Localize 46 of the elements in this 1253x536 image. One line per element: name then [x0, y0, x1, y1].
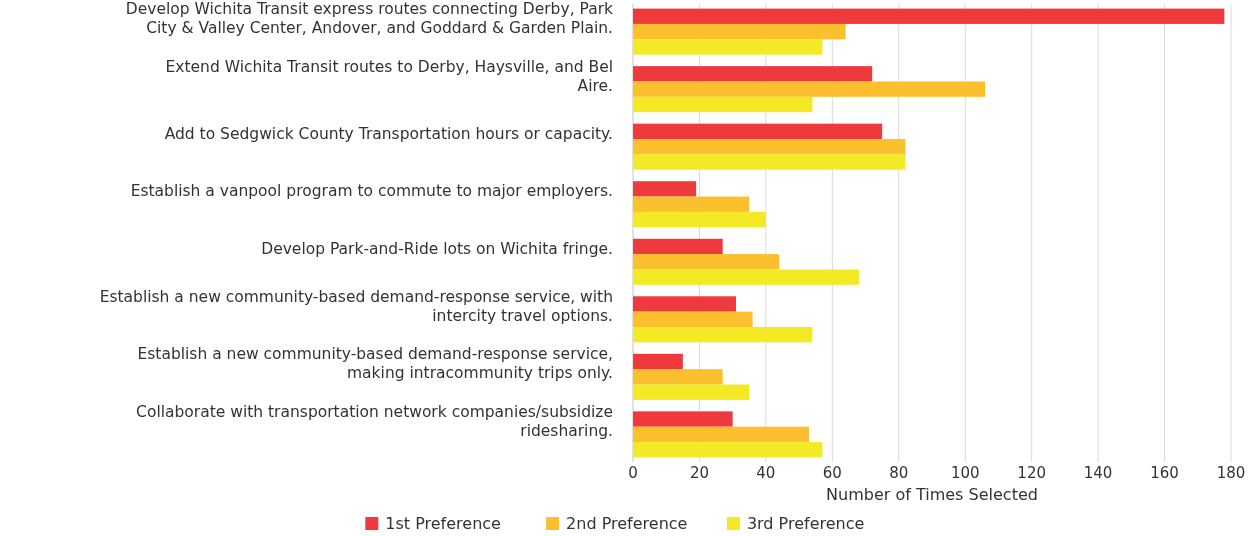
legend-label: 1st Preference	[385, 514, 501, 533]
x-axis-title: Number of Times Selected	[826, 485, 1038, 504]
bar	[633, 196, 750, 212]
bar	[633, 23, 846, 40]
bar	[633, 326, 813, 343]
bar	[633, 311, 753, 327]
bar	[633, 8, 1225, 24]
bar	[633, 181, 697, 197]
bar	[633, 154, 906, 170]
x-tick-label: 80	[889, 464, 909, 482]
x-tick-label: 40	[756, 464, 776, 482]
y-tick-label: Establish a vanpool program to commute to major employers.	[130, 182, 613, 201]
bar	[633, 369, 723, 385]
bar	[633, 296, 736, 312]
bar	[633, 139, 906, 155]
bar	[633, 39, 823, 55]
legend-label: 2nd Preference	[566, 514, 688, 533]
x-tick-label: 180	[1216, 464, 1246, 482]
y-tick-label: Develop Wichita Transit express routes connecting Derby, Park City & Valley Center, Andover, and Goddard & Garden Plain.	[125, 0, 614, 38]
bar	[633, 411, 733, 427]
y-tick-label: Develop Park-and-Ride lots on Wichita fringe.	[261, 239, 613, 258]
bar	[633, 81, 986, 97]
bar	[633, 442, 823, 458]
y-tick-label: Extend Wichita Transit routes to Derby, Haysville, and Bel Aire.	[165, 57, 613, 95]
x-tick-label: 0	[628, 464, 638, 482]
bar	[633, 353, 683, 370]
bar	[633, 238, 723, 255]
y-tick-label: Establish a new community-based demand-response service, with intercity travel options.	[99, 287, 613, 325]
y-tick-label: Establish a new community-based demand-response service, making intracommunity trips only.	[137, 345, 613, 383]
y-tick-label: Collaborate with transportation network companies/subsidize ridesharing.	[136, 402, 613, 440]
bar	[633, 426, 810, 443]
y-tick-label: Add to Sedgwick County Transportation hours or capacity.	[164, 124, 613, 143]
bar	[633, 254, 780, 270]
bar	[633, 269, 859, 285]
x-tick-label: 100	[950, 464, 980, 482]
x-tick-label: 60	[822, 464, 842, 482]
bar	[633, 211, 766, 228]
x-tick-label: 140	[1083, 464, 1113, 482]
bar	[633, 66, 873, 82]
bar	[633, 384, 750, 400]
bar	[633, 96, 813, 113]
x-tick-label: 20	[689, 464, 709, 482]
bar	[633, 123, 883, 140]
legend-label: 3rd Preference	[746, 514, 865, 533]
x-tick-label: 160	[1150, 464, 1179, 482]
x-tick-label: 120	[1017, 464, 1046, 482]
